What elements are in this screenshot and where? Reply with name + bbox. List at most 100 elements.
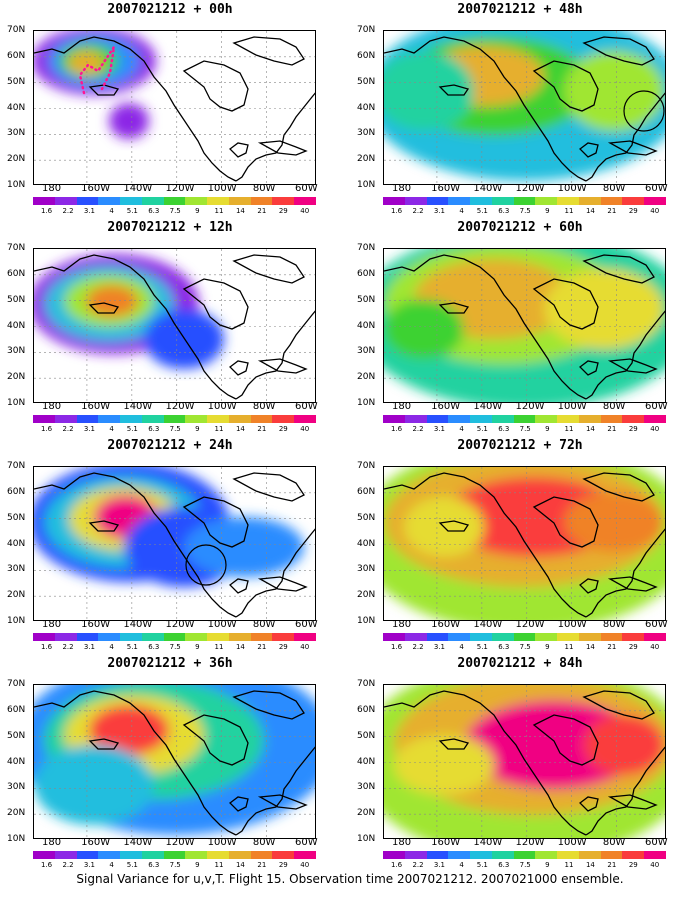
- lon-tick-label: 180: [42, 183, 62, 194]
- map-plot: [383, 248, 666, 403]
- colorbar-swatch: [448, 415, 471, 423]
- lat-tick-label: 70N: [7, 679, 26, 689]
- colorbar-label: 14: [585, 643, 595, 651]
- variance-map: [384, 685, 665, 838]
- lon-tick-label: 100W: [207, 401, 237, 412]
- colorbar-label: 6.3: [498, 643, 510, 651]
- variance-map: [384, 31, 665, 184]
- colorbar-swatch: [228, 415, 251, 423]
- colorbar-swatch: [163, 633, 186, 641]
- colorbar-swatch: [535, 415, 558, 423]
- variance-map: [34, 249, 315, 402]
- colorbar-label: 21: [257, 207, 267, 215]
- colorbar-swatch: [600, 851, 623, 859]
- colorbar-label: 21: [607, 861, 617, 869]
- lon-tick-label: 100W: [207, 183, 237, 194]
- coastline: [585, 92, 665, 182]
- colorbar-label: 4: [109, 643, 114, 651]
- colorbar-swatch: [33, 415, 55, 423]
- colorbar-label: 4: [459, 207, 464, 215]
- colorbar-label: 3.1: [433, 861, 446, 869]
- coastline: [579, 142, 599, 158]
- lon-tick-label: 160W: [81, 183, 111, 194]
- map-plot: [383, 30, 666, 185]
- lat-tick-label: 70N: [357, 243, 376, 253]
- coastline: [229, 796, 249, 812]
- colorbar-swatch: [491, 633, 514, 641]
- variance-contour: [384, 51, 474, 131]
- map-panel: 2007021212 + 72h 70N 60N 50N 40N 30N 20N 10N 180…: [350, 436, 690, 651]
- coastline: [235, 92, 315, 182]
- colorbar-swatch: [294, 851, 316, 859]
- colorbar-swatch: [622, 415, 645, 423]
- lon-tick-label: 140W: [473, 183, 503, 194]
- coastline: [582, 472, 655, 502]
- coastline: [579, 578, 599, 594]
- coastline: [532, 278, 599, 330]
- colorbar-label: 3.1: [83, 425, 96, 433]
- colorbar-label: 9: [195, 861, 200, 869]
- colorbar-swatch: [470, 415, 492, 423]
- coastline: [257, 358, 308, 374]
- lon-tick-label: 60W: [295, 837, 318, 848]
- coastline: [88, 520, 120, 532]
- coastline: [229, 360, 249, 376]
- variance-contour: [184, 517, 304, 577]
- colorbar-label: 6.3: [148, 643, 160, 651]
- lon-tick-label: 80W: [602, 837, 626, 848]
- lon-tick-label: 160W: [431, 837, 461, 848]
- colorbar-swatch: [185, 415, 208, 423]
- coastline: [182, 496, 249, 548]
- colorbar-swatch: [98, 851, 121, 859]
- coastline: [182, 278, 249, 330]
- lon-tick-label: 180: [392, 837, 412, 848]
- lon-tick-label: 80W: [252, 837, 276, 848]
- colorbar-swatch: [404, 415, 427, 423]
- lon-tick-label: 100W: [207, 837, 237, 848]
- colorbar-swatch: [578, 415, 601, 423]
- colorbar-label: 29: [278, 643, 288, 651]
- colorbar-label: 29: [628, 207, 638, 215]
- colorbar-label: 1.6: [391, 861, 403, 869]
- colorbar-swatch: [644, 415, 666, 423]
- target-circle: [185, 544, 227, 586]
- lat-tick-label: 60N: [357, 268, 376, 279]
- variance-map: [384, 467, 665, 620]
- coastline: [438, 738, 470, 750]
- lon-tick-label: 100W: [557, 619, 587, 630]
- lon-tick-label: 140W: [473, 619, 503, 630]
- colorbar-label: 7.5: [169, 643, 181, 651]
- colorbar-label: 11: [214, 643, 224, 651]
- colorbar-label: 1.6: [41, 643, 53, 651]
- colorbar-label: 3.1: [83, 861, 96, 869]
- lon-tick-label: 160W: [431, 183, 461, 194]
- colorbar-swatch: [33, 633, 55, 641]
- colorbar-swatch: [207, 415, 229, 423]
- colorbar-label: 14: [235, 861, 245, 869]
- colorbar-label: 7.5: [169, 861, 181, 869]
- colorbar-label: 9: [545, 207, 550, 215]
- coastline: [232, 36, 305, 66]
- colorbar-swatch: [228, 851, 251, 859]
- map-panel: 2007021212 + 24h 70N 60N 50N 40N 30N 20N 10N 180…: [0, 436, 340, 651]
- colorbar-label: 6.3: [498, 425, 510, 433]
- colorbar-swatch: [207, 851, 229, 859]
- coastline: [438, 520, 470, 532]
- lon-tick-label: 120W: [165, 619, 195, 630]
- variance-contour: [584, 715, 664, 775]
- lon-tick-label: 160W: [81, 401, 111, 412]
- coastline: [88, 302, 120, 314]
- colorbar-label: 40: [300, 425, 310, 433]
- lat-tick-label: 20N: [357, 808, 376, 819]
- lon-tick-label: 140W: [123, 619, 153, 630]
- panel-title: 2007021212 + 12h: [107, 220, 233, 235]
- coastline: [579, 796, 599, 812]
- coastline: [257, 576, 308, 592]
- coastline: [384, 36, 587, 182]
- colorbar-label: 3.1: [433, 643, 446, 651]
- colorbar-label: 1.6: [391, 425, 403, 433]
- colorbar-swatch: [250, 633, 273, 641]
- colorbar-label: 6.3: [498, 207, 510, 215]
- lat-tick-label: 30N: [357, 128, 376, 139]
- colorbar-swatch: [426, 633, 449, 641]
